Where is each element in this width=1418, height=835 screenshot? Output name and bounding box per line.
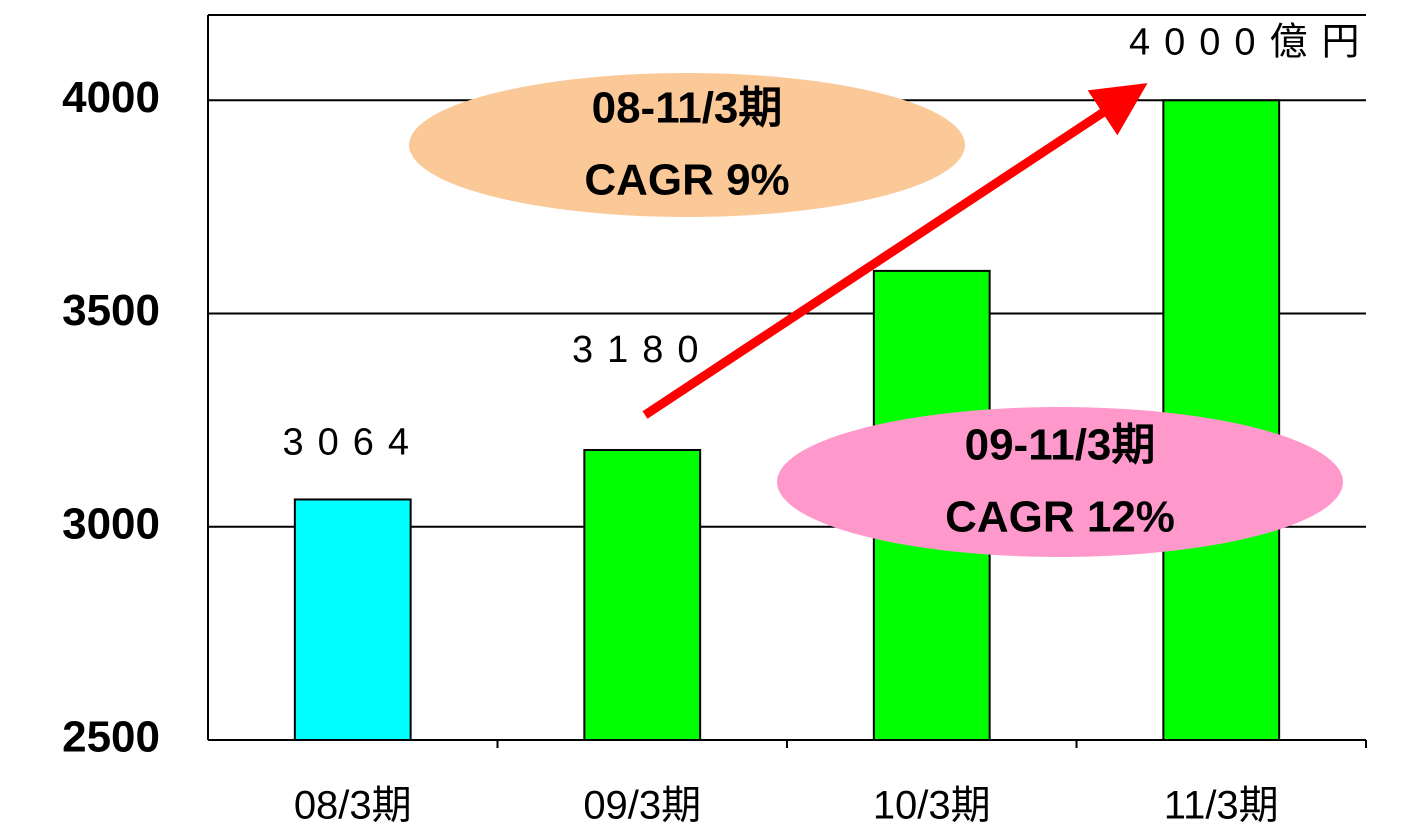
annotation-bubble bbox=[409, 73, 965, 217]
annotation-text: CAGR 9% bbox=[584, 156, 789, 205]
y-tick-label: 2500 bbox=[62, 713, 160, 762]
bar bbox=[583, 449, 702, 741]
label-bg bbox=[267, 421, 439, 464]
annotation-bubble bbox=[777, 407, 1343, 557]
trend-arrow bbox=[642, 83, 1148, 419]
annotation-text: CAGR 12% bbox=[945, 493, 1175, 542]
bar bbox=[293, 498, 412, 741]
x-tick-label: 09/3期 bbox=[583, 784, 701, 828]
x-tick-label: 08/3期 bbox=[294, 784, 412, 828]
y-tick-label: 3000 bbox=[62, 499, 160, 548]
y-tick-label: 4000 bbox=[62, 73, 160, 122]
annotation-text: 08-11/3期 bbox=[592, 84, 783, 133]
label-bg bbox=[1113, 21, 1389, 64]
value-label: 4000億円 bbox=[1129, 21, 1374, 63]
value-label: 3180 bbox=[572, 329, 713, 371]
label-bg bbox=[556, 329, 728, 372]
annotation-text: 09-11/3期 bbox=[965, 421, 1156, 470]
x-tick-label: 10/3期 bbox=[873, 784, 991, 828]
value-label: 3064 bbox=[282, 422, 423, 464]
y-tick-label: 3500 bbox=[62, 286, 160, 335]
x-tick-label: 11/3期 bbox=[1164, 784, 1279, 828]
